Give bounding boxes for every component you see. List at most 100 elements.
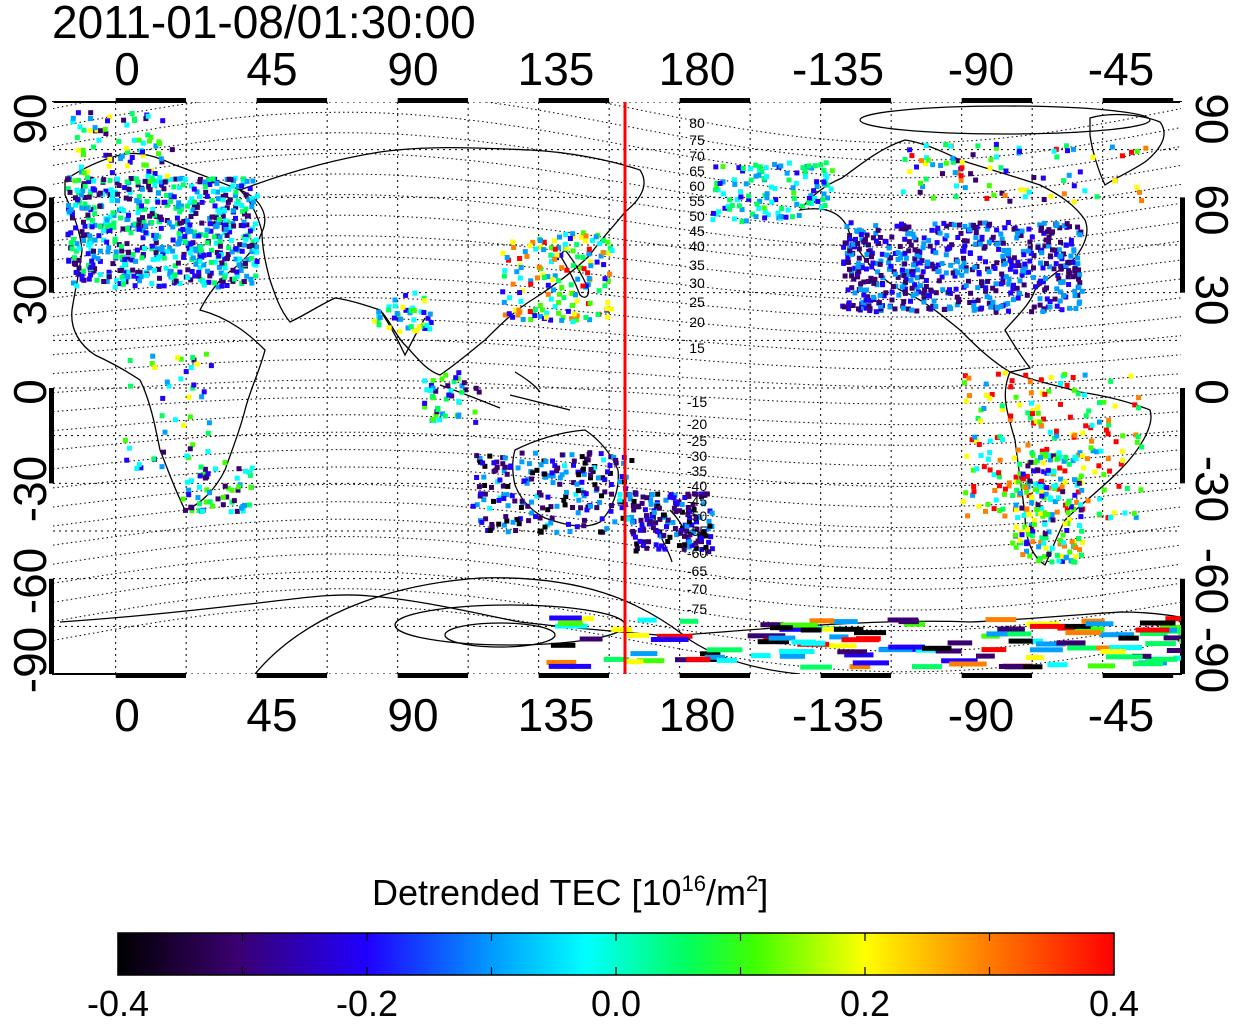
- tec-point: [629, 458, 635, 463]
- tec-point: [559, 284, 565, 290]
- tec-point: [1118, 461, 1124, 467]
- tec-point: [1043, 261, 1049, 266]
- tec-point: [573, 292, 578, 298]
- tec-point: [594, 505, 600, 511]
- tec-point: [223, 192, 229, 198]
- tec-point: [249, 249, 255, 255]
- tec-point: [815, 198, 821, 204]
- tec-point: [433, 412, 439, 418]
- tec-point: [196, 484, 202, 490]
- tec-point: [129, 257, 135, 263]
- tec-point: [197, 179, 203, 185]
- tec-point: [1057, 298, 1063, 304]
- tec-point: [135, 269, 141, 275]
- tec-point: [892, 271, 898, 277]
- tec-point: [252, 221, 258, 227]
- tec-point: [889, 289, 895, 295]
- tec-point: [159, 413, 165, 419]
- tec-point: [1041, 306, 1047, 312]
- tec-point: [236, 484, 242, 490]
- tec-point: [1027, 553, 1033, 559]
- tec-point: [586, 451, 592, 457]
- tec-point: [128, 230, 134, 236]
- tec-point: [559, 472, 565, 478]
- tec-point: [1025, 527, 1030, 532]
- tec-point: [720, 191, 726, 197]
- tec-point: [902, 286, 908, 292]
- tec-point: [1082, 372, 1088, 378]
- tec-point: [119, 153, 125, 159]
- tec-point: [1049, 512, 1055, 518]
- tec-point: [1063, 143, 1069, 149]
- tec-point: [571, 480, 577, 486]
- tec-point: [1101, 472, 1107, 478]
- tec-point: [580, 254, 586, 260]
- tec-point: [570, 231, 576, 237]
- tec-point: [1056, 276, 1062, 282]
- tec-point: [1016, 263, 1022, 268]
- tec-point: [1097, 496, 1103, 502]
- frame-tick-segment: [1102, 673, 1174, 678]
- tec-point: [844, 251, 850, 256]
- tec-point: [1057, 289, 1063, 295]
- tec-point: [177, 236, 183, 241]
- tec-point: [1013, 502, 1019, 508]
- tec-point: [570, 505, 575, 510]
- tec-point: [501, 273, 507, 279]
- tec-point: [973, 230, 979, 235]
- tec-point: [1049, 545, 1055, 551]
- tec-point: [1031, 304, 1037, 310]
- left-lat-tick: 30: [4, 274, 56, 326]
- tec-point: [187, 250, 193, 256]
- tec-point: [789, 214, 795, 220]
- tec-point: [962, 224, 968, 229]
- tec-point: [567, 236, 573, 241]
- tec-point: [829, 634, 849, 640]
- tec-point: [902, 156, 908, 162]
- tec-point: [585, 270, 591, 276]
- tec-point: [254, 259, 260, 264]
- tec-point: [418, 309, 424, 315]
- tec-point: [95, 256, 101, 262]
- tec-point: [481, 497, 487, 503]
- tec-point: [994, 241, 1000, 247]
- tec-point: [142, 206, 148, 212]
- tec-point: [175, 260, 181, 266]
- tec-point: [679, 502, 685, 507]
- tec-point: [1078, 502, 1083, 508]
- frame-tick-segment: [750, 673, 821, 678]
- tec-point: [439, 376, 445, 382]
- tec-point: [944, 233, 950, 239]
- tec-point: [954, 258, 960, 264]
- tec-point: [639, 522, 645, 528]
- tec-point: [877, 235, 883, 240]
- left-lat-tick: -90: [4, 626, 56, 694]
- tec-point: [1040, 175, 1046, 181]
- tec-point: [855, 241, 861, 246]
- tec-point: [856, 255, 862, 261]
- tec-point: [80, 233, 86, 238]
- tec-point: [548, 520, 554, 526]
- tec-point: [1101, 399, 1107, 405]
- tec-point: [67, 189, 73, 195]
- contour-label: -75: [687, 601, 707, 617]
- tec-point: [548, 317, 554, 323]
- tec-point: [1000, 407, 1006, 413]
- tec-point: [91, 268, 97, 274]
- tec-point: [603, 656, 630, 662]
- tec-point: [949, 661, 987, 667]
- tec-point: [930, 303, 936, 309]
- tec-point: [1031, 175, 1037, 180]
- tec-point: [1145, 641, 1176, 647]
- tec-point: [595, 475, 601, 481]
- tec-point: [534, 467, 540, 473]
- tec-point: [740, 166, 746, 171]
- tec-point: [1014, 285, 1020, 291]
- tec-point: [483, 516, 489, 522]
- tec-point: [1010, 493, 1016, 498]
- tec-point: [1163, 635, 1181, 641]
- tec-point: [502, 464, 508, 470]
- tec-point: [878, 306, 884, 312]
- tec-point: [227, 224, 233, 230]
- tec-point: [96, 137, 102, 143]
